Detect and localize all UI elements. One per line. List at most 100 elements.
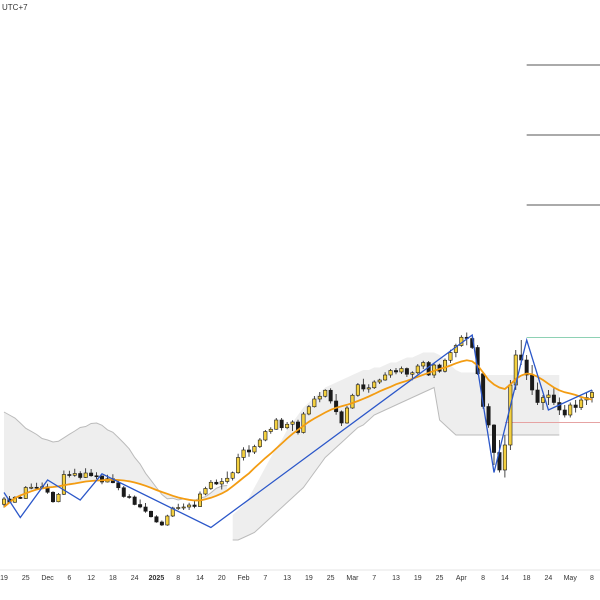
candle-body-98: [535, 389, 540, 403]
x-tick-label-24: 18: [523, 575, 531, 582]
candle-body-18: [100, 475, 104, 483]
candle-body-40: [219, 481, 224, 485]
x-tick-label-19: 19: [414, 575, 422, 582]
candle-body-72: [394, 370, 398, 373]
candle-body-29: [159, 521, 164, 526]
candle-body-61: [334, 400, 339, 413]
x-tick-label-27: 8: [590, 575, 594, 582]
candle-body-49: [268, 428, 273, 432]
candle-body-67: [366, 387, 371, 390]
candle-body-9: [51, 491, 55, 503]
candle-body-5: [29, 486, 34, 489]
candle-body-45: [247, 449, 251, 453]
ma-line: [3, 359, 593, 508]
x-tick-label-17: 7: [372, 575, 376, 582]
candle-body-105: [573, 404, 578, 408]
candle-body-69: [377, 379, 382, 383]
candle-body-37: [203, 488, 208, 495]
x-tick-label-8: 8: [176, 575, 180, 582]
candle-body-52: [285, 423, 290, 429]
x-tick-label-1: 25: [22, 575, 30, 582]
zigzag-path: [3, 333, 593, 529]
x-tick-label-15: 25: [327, 575, 335, 582]
candle-body-33: [181, 506, 186, 509]
x-tick-label-14: 19: [305, 575, 313, 582]
candle-body-14: [78, 473, 83, 478]
x-tick-label-12: 7: [263, 575, 267, 582]
x-tick-label-13: 13: [283, 575, 291, 582]
horizontal-levels: [504, 64, 600, 423]
candle-body-16: [89, 472, 94, 477]
x-tick-label-10: 20: [218, 575, 226, 582]
candle-body-104: [568, 404, 573, 416]
candle-body-66: [361, 384, 366, 390]
timezone-label: UTC+7: [2, 3, 28, 12]
candle-body-47: [257, 439, 262, 447]
x-tick-label-6: 24: [131, 575, 139, 582]
candle-body-102: [557, 402, 562, 411]
candle-body-42: [230, 472, 235, 479]
candle-body-12: [67, 474, 72, 476]
candle-body-32: [176, 507, 181, 509]
candle-body-62: [339, 411, 344, 424]
bands: [3, 352, 560, 541]
x-axis-ticks: 19 25 Dec 6 12 18 24 2025 8 14 20 Feb 7 13 19 25 Mar 7 13 1…: [0, 575, 594, 582]
candle-body-43: [236, 457, 241, 474]
candle-body-73: [399, 368, 404, 373]
x-tick-label-22: 8: [481, 575, 485, 582]
candle-body-71: [388, 370, 393, 376]
candle-body-76: [415, 365, 420, 374]
candle-body-24: [132, 496, 137, 505]
x-tick-label-25: 24: [545, 575, 553, 582]
candle-body-92: [502, 444, 507, 471]
candle-body-6: [34, 486, 39, 489]
candle-body-51: [279, 419, 284, 429]
x-tick-label-21: Apr: [456, 575, 468, 582]
candle-body-26: [143, 506, 148, 512]
candle-body-3: [18, 496, 23, 499]
x-tick-label-9: 14: [196, 575, 204, 582]
candle-body-0: [2, 498, 6, 505]
candle-body-63: [345, 407, 349, 424]
candle-body-56: [306, 406, 311, 415]
candle-body-57: [312, 398, 317, 408]
x-tick-label-20: 25: [436, 575, 444, 582]
candle-body-103: [562, 409, 567, 416]
candle-body-68: [372, 381, 377, 389]
candle-body-38: [208, 481, 213, 489]
candle-body-34: [187, 504, 192, 508]
candle-body-96: [524, 359, 529, 376]
x-tick-label-26: May: [564, 575, 578, 582]
band-area-1: [4, 412, 228, 507]
x-tick-label-4: 12: [87, 575, 95, 582]
x-tick-label-23: 14: [501, 575, 509, 582]
candle-body-44: [241, 449, 246, 458]
candle-body-55: [301, 413, 306, 433]
candle-body-75: [410, 372, 415, 375]
x-tick-label-5: 18: [109, 575, 117, 582]
x-tick-label-7: 2025: [149, 575, 165, 582]
x-tick-label-0: 19: [0, 575, 8, 582]
candle-body-53: [290, 421, 295, 425]
candle-body-39: [214, 481, 219, 485]
moving-average: [3, 359, 593, 508]
x-tick-label-16: Mar: [346, 575, 359, 582]
candle-body-89: [486, 406, 491, 426]
candle-body-17: [94, 475, 99, 478]
candle-body-35: [192, 504, 197, 507]
candle-body-54: [296, 421, 300, 433]
candle-body-82: [448, 352, 453, 361]
candle-body-25: [138, 504, 143, 508]
x-tick-label-11: Feb: [238, 575, 250, 582]
candle-body-93: [508, 384, 513, 446]
candle-body-21: [116, 482, 121, 489]
candle-body-23: [127, 496, 132, 498]
candle-body-97: [530, 374, 535, 391]
candle-body-48: [263, 431, 268, 441]
candle-body-60: [328, 389, 333, 402]
candle-body-27: [149, 510, 153, 518]
candle-body-22: [121, 487, 126, 497]
candles: [2, 332, 594, 526]
candle-body-101: [551, 394, 556, 403]
